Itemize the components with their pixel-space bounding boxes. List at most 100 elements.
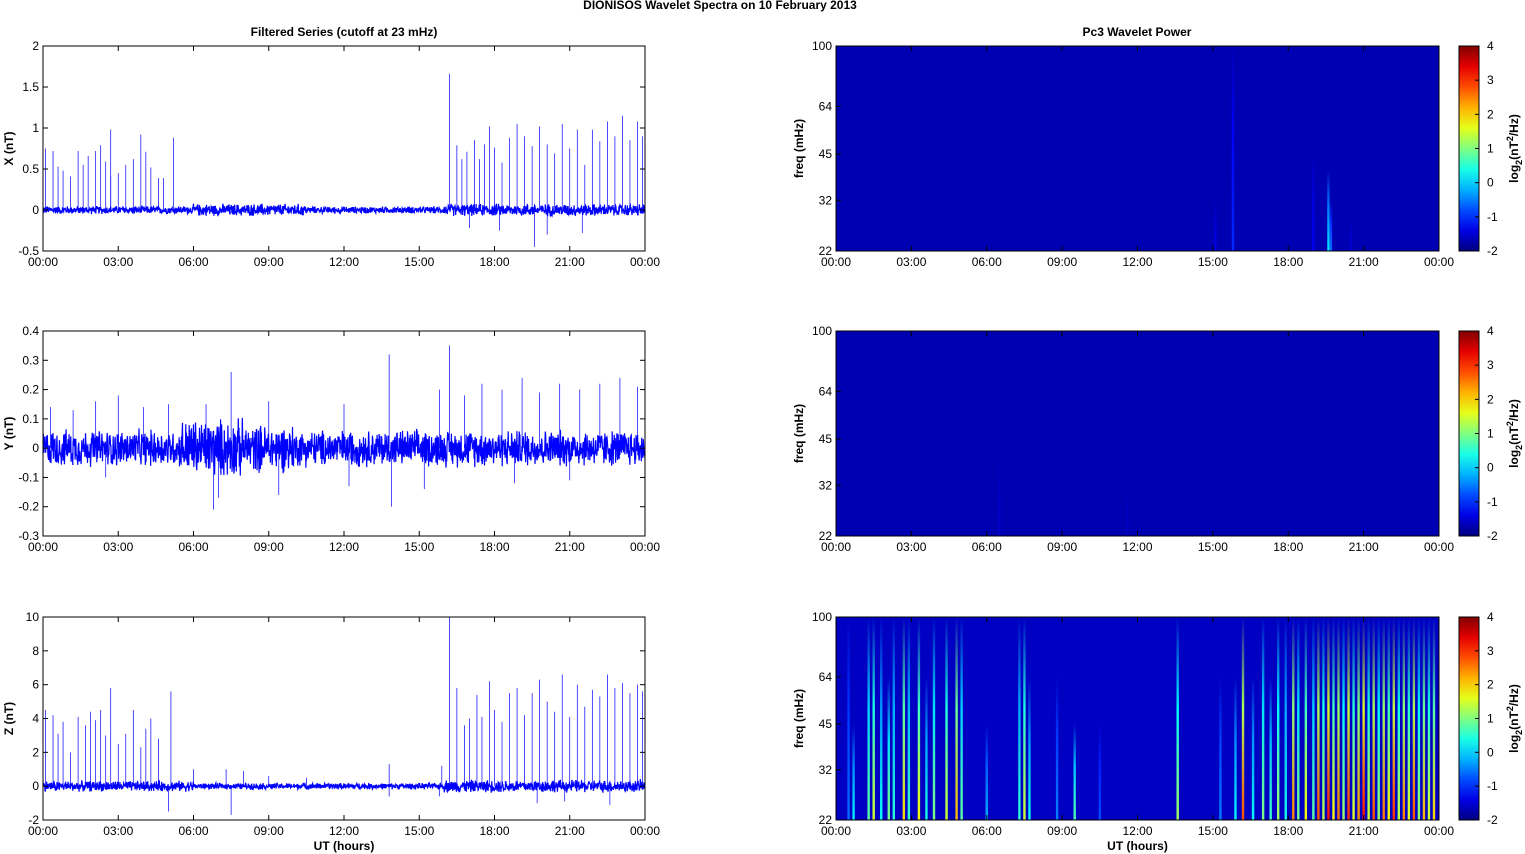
y-tick-label: 64 <box>819 99 833 113</box>
power-streak <box>1241 617 1245 820</box>
colorbar-tick-label: 4 <box>1487 39 1494 53</box>
power-streak <box>960 617 963 820</box>
y-tick-label: 22 <box>819 529 833 543</box>
y-tick-label: 22 <box>819 813 833 827</box>
power-streak <box>1417 617 1421 820</box>
colorbar-tick-label: -2 <box>1487 813 1498 827</box>
colorbar: -2 -1 0 1 2 3 4 log2(nT2/Hz) <box>1458 39 1524 258</box>
colorbar-tick-label: 3 <box>1487 358 1494 372</box>
y-tick-label: 0.5 <box>22 162 39 176</box>
power-streak <box>867 617 870 820</box>
colorbar-label: log2(nT2/Hz) <box>1505 684 1524 753</box>
x-tick-label: 21:00 <box>555 824 585 838</box>
y-tick-label: 0.4 <box>22 324 39 338</box>
power-streak <box>998 455 1001 536</box>
x-tick-label: 12:00 <box>329 255 359 269</box>
x-tick-label: 06:00 <box>178 540 208 554</box>
heatmap-background <box>836 331 1439 536</box>
power-streak <box>1234 676 1237 820</box>
x-tick-label: 12:00 <box>329 824 359 838</box>
x-tick-label: 15:00 <box>404 255 434 269</box>
x-tick-label: 00:00 <box>1424 255 1454 269</box>
x-tick-label: 06:00 <box>972 540 1002 554</box>
series-trace <box>43 202 645 218</box>
power-streak <box>1214 200 1217 251</box>
x-tick-label: 06:00 <box>972 824 1002 838</box>
series-trace <box>43 779 645 794</box>
power-streak <box>1432 617 1436 820</box>
data-layer <box>43 73 645 247</box>
x-tick-label: 00:00 <box>28 255 58 269</box>
power-streak <box>1392 617 1395 820</box>
y-tick-label: 0.2 <box>22 383 39 397</box>
x-tick-label: 03:00 <box>896 255 926 269</box>
right-column-title: Pc3 Wavelet Power <box>1083 25 1192 39</box>
x-tick-label: 00:00 <box>821 255 851 269</box>
y-tick-label: 45 <box>819 147 833 161</box>
colorbar-tick-label: 3 <box>1487 644 1494 658</box>
y-axis-label: X (nT) <box>2 132 16 166</box>
heatmap-background <box>836 46 1439 251</box>
x-tick-label: 18:00 <box>1273 824 1303 838</box>
x-tick-label: 15:00 <box>1198 540 1228 554</box>
y-tick-label: 4 <box>32 712 39 726</box>
colorbar-tick-label: 1 <box>1487 427 1494 441</box>
x-tick-label: 21:00 <box>555 255 585 269</box>
y-axis-label: Y (nT) <box>2 417 16 451</box>
power-streak <box>1329 200 1333 251</box>
x-tick-label: 18:00 <box>1273 540 1303 554</box>
y-axis-label: freq (mHz) <box>792 404 806 463</box>
power-streak <box>917 617 921 820</box>
y-tick-label: 32 <box>819 478 833 492</box>
power-streak <box>1367 617 1370 820</box>
power-streak <box>1382 617 1385 820</box>
x-tick-label: 09:00 <box>1047 824 1077 838</box>
x-tick-label: 21:00 <box>555 540 585 554</box>
y-tick-label: 100 <box>812 39 832 53</box>
x-tick-label: 09:00 <box>254 255 284 269</box>
colorbar-tick-label: 3 <box>1487 73 1494 87</box>
power-streak <box>1407 617 1411 820</box>
y-tick-label: 32 <box>819 193 833 207</box>
power-streak <box>852 724 855 820</box>
colorbar-label: log2(nT2/Hz) <box>1505 114 1524 183</box>
power-streak <box>1362 617 1365 820</box>
power-streak <box>1098 724 1102 820</box>
colorbar-tick-label: 2 <box>1487 107 1494 121</box>
colorbar-tick-label: 1 <box>1487 142 1494 156</box>
power-streak <box>1304 617 1308 820</box>
x-tick-label: 00:00 <box>1424 540 1454 554</box>
x-tick-label: 06:00 <box>178 824 208 838</box>
y-tick-label: -0.3 <box>18 529 39 543</box>
x-tick-label: 09:00 <box>254 540 284 554</box>
y-tick-label: 100 <box>812 324 832 338</box>
x-tick-label: 03:00 <box>103 540 133 554</box>
power-streak <box>945 617 948 820</box>
x-tick-label: 15:00 <box>404 824 434 838</box>
power-streak <box>902 617 906 820</box>
power-streak <box>1277 617 1280 820</box>
power-streak <box>892 617 895 820</box>
power-streak <box>1387 617 1390 820</box>
colorbar-tick-label: 2 <box>1487 678 1494 692</box>
power-streak <box>1349 218 1353 251</box>
x-tick-label: 18:00 <box>479 824 509 838</box>
plot-area <box>43 46 645 251</box>
x-tick-label: 00:00 <box>28 824 58 838</box>
x-tick-label: 00:00 <box>1424 824 1454 838</box>
colorbar-tick-label: -2 <box>1487 529 1498 543</box>
power-streak <box>1352 617 1355 820</box>
y-tick-label: 45 <box>819 717 833 731</box>
x-tick-label: 03:00 <box>896 824 926 838</box>
x-tick-label: 09:00 <box>1047 540 1077 554</box>
power-streak <box>1322 617 1325 820</box>
colorbar: -2 -1 0 1 2 3 4 log2(nT2/Hz) <box>1458 324 1524 543</box>
power-streak <box>1219 676 1222 820</box>
data-layer <box>43 345 645 510</box>
y-tick-label: 6 <box>32 678 39 692</box>
x-tick-label: 15:00 <box>404 540 434 554</box>
heatmap-layer <box>847 617 1436 820</box>
